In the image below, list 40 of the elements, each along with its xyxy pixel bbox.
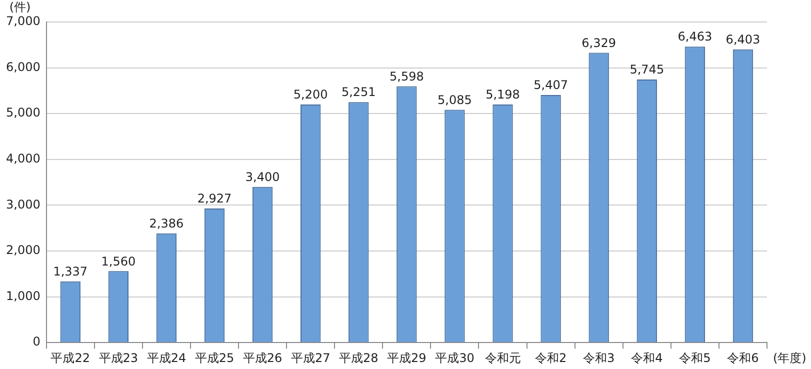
x-axis-title: (年度) <box>773 351 806 366</box>
y-tick-label: 7,000 <box>6 14 40 28</box>
y-tick-label: 0 <box>32 334 40 349</box>
x-tick-label: 令和3 <box>583 350 615 365</box>
x-tick-label: 令和元 <box>484 350 521 365</box>
x-tick-label: 平成29 <box>387 350 426 365</box>
x-tick-label: 平成30 <box>435 350 474 365</box>
data-label: 3,400 <box>245 170 280 184</box>
x-tick-label: 平成25 <box>194 350 234 365</box>
y-axis-title: (件) <box>9 0 31 14</box>
data-label: 6,403 <box>726 32 760 46</box>
x-tick-label: 令和2 <box>534 350 567 365</box>
data-label: 5,598 <box>389 69 424 84</box>
data-label: 1,560 <box>101 254 136 268</box>
data-label: 2,927 <box>197 192 232 206</box>
x-tick-label: 平成23 <box>98 350 138 365</box>
y-tick-label: 2,000 <box>6 243 40 258</box>
data-label: 5,251 <box>341 85 376 100</box>
x-tick-label: 平成22 <box>50 350 90 365</box>
y-tick-label: 4,000 <box>6 152 40 166</box>
data-label: 5,200 <box>293 88 328 102</box>
data-label: 5,745 <box>630 62 664 77</box>
data-label: 5,198 <box>486 88 520 102</box>
y-tick-label: 5,000 <box>6 106 40 120</box>
x-tick-label: 平成27 <box>290 350 330 365</box>
x-tick-label: 平成28 <box>338 350 378 365</box>
x-tick-label: 平成24 <box>146 350 186 365</box>
data-label: 6,329 <box>582 36 616 50</box>
x-tick-label: 平成26 <box>242 350 282 365</box>
data-label: 6,463 <box>678 30 712 44</box>
data-label: 2,386 <box>149 216 184 230</box>
y-tick-label: 1,000 <box>6 288 40 303</box>
data-label: 5,407 <box>534 78 568 92</box>
data-label: 5,085 <box>438 92 472 107</box>
data-label: 1,337 <box>53 264 88 278</box>
y-tick-label: 3,000 <box>6 197 40 212</box>
x-tick-label: 令和5 <box>679 350 711 365</box>
y-tick-label: 6,000 <box>6 60 40 74</box>
x-tick-label: 令和4 <box>631 350 663 365</box>
x-tick-label: 令和6 <box>727 350 759 365</box>
